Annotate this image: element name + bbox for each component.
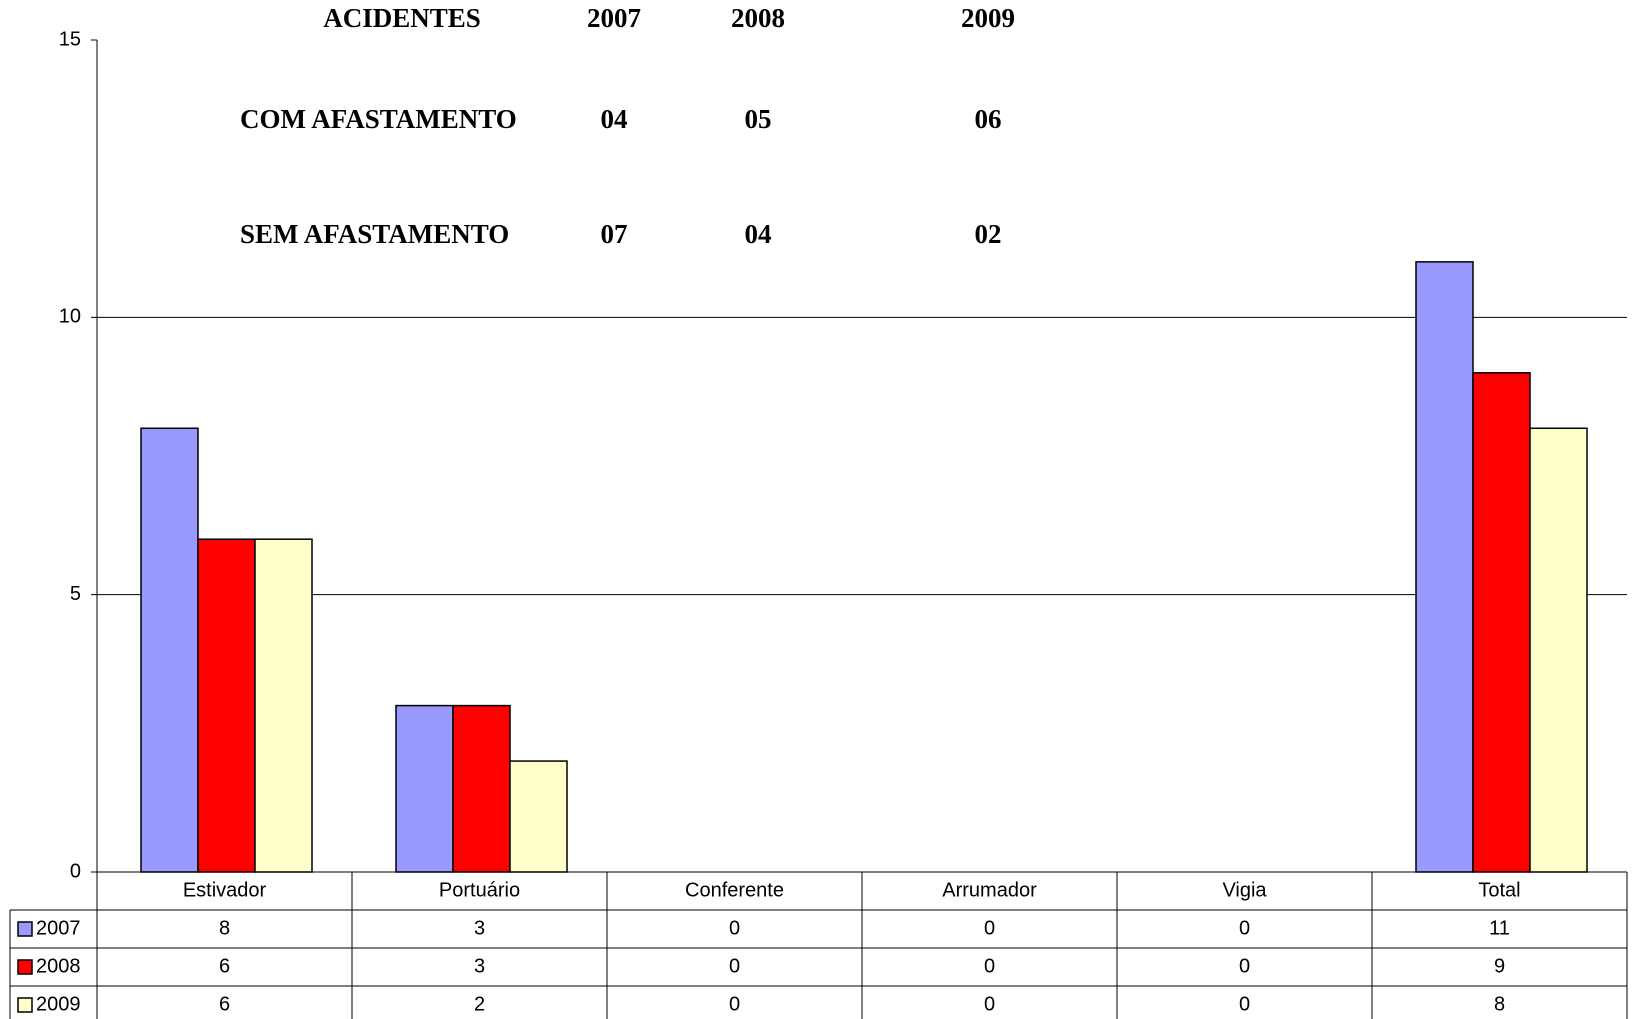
- legend-swatch: [17, 997, 33, 1013]
- table-value: 9: [1494, 955, 1505, 977]
- bar: [452, 704, 511, 873]
- table-value: 0: [729, 917, 740, 939]
- annotation-header: 2009: [961, 3, 1015, 33]
- table-value: 0: [729, 993, 740, 1015]
- legend-swatch: [17, 921, 33, 937]
- table-value: 0: [1239, 955, 1250, 977]
- y-tick-label: 0: [70, 860, 81, 882]
- legend-swatch: [17, 959, 33, 975]
- table-value: 3: [474, 917, 485, 939]
- annotation-header: 2007: [587, 3, 641, 33]
- annotation-header: ACIDENTES: [323, 3, 481, 33]
- table-value: 0: [984, 917, 995, 939]
- annotation-value: 07: [601, 219, 628, 249]
- annotation-value: 06: [975, 104, 1002, 134]
- annotation-value: 05: [745, 104, 772, 134]
- table-value: 0: [1239, 993, 1250, 1015]
- table-value: 3: [474, 955, 485, 977]
- bar: [1472, 372, 1531, 873]
- y-tick-label: 10: [59, 306, 81, 328]
- table-value: 0: [729, 955, 740, 977]
- annotation-value: 04: [601, 104, 628, 134]
- x-tick-label: Total: [1478, 879, 1520, 901]
- bar: [254, 538, 313, 873]
- table-value: 6: [219, 955, 230, 977]
- y-tick-label: 5: [70, 583, 81, 605]
- annotation-value: 02: [975, 219, 1002, 249]
- y-tick-label: 15: [59, 28, 81, 50]
- x-tick-label: Arrumador: [942, 879, 1037, 901]
- bar: [1529, 427, 1588, 873]
- table-value: 6: [219, 993, 230, 1015]
- table-value: 0: [984, 955, 995, 977]
- table-value: 11: [1489, 917, 1510, 939]
- table-value: 0: [984, 993, 995, 1015]
- bar: [140, 427, 199, 873]
- bar: [395, 704, 454, 873]
- x-tick-label: Conferente: [685, 879, 784, 901]
- bar: [1415, 261, 1474, 873]
- annotation-row-label: COM AFASTAMENTO: [240, 104, 517, 134]
- bar: [509, 760, 568, 873]
- legend-label: 2007: [36, 917, 81, 939]
- bar: [197, 538, 256, 873]
- x-tick-label: Portuário: [439, 879, 520, 901]
- x-tick-label: Vigia: [1222, 879, 1267, 901]
- legend-label: 2008: [36, 955, 81, 977]
- legend-label: 2009: [36, 993, 81, 1015]
- annotation-value: 04: [745, 219, 772, 249]
- x-tick-label: Estivador: [183, 879, 267, 901]
- annotation-header: 2008: [731, 3, 785, 33]
- table-value: 8: [1494, 993, 1505, 1015]
- table-value: 2: [474, 993, 485, 1015]
- table-value: 8: [219, 917, 230, 939]
- table-value: 0: [1239, 917, 1250, 939]
- annotation-row-label: SEM AFASTAMENTO: [240, 219, 509, 249]
